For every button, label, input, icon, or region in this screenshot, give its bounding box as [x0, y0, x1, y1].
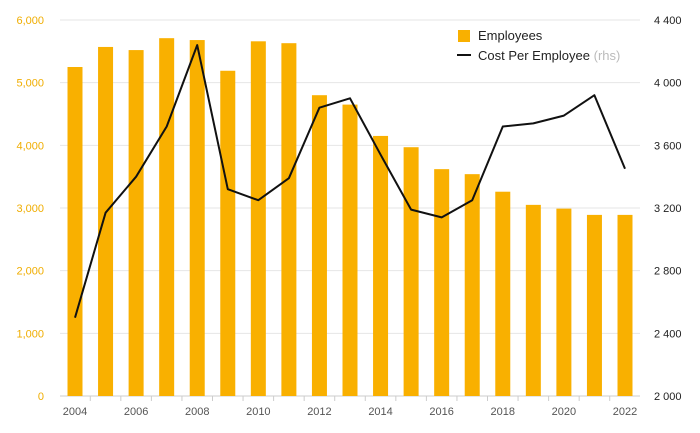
series-line — [74, 44, 626, 318]
bar — [495, 191, 511, 396]
legend-label-cost-per-employee: Cost Per Employee (rhs) — [478, 48, 620, 63]
left-y-tick-label: 6,000 — [16, 15, 44, 27]
bar — [403, 147, 419, 396]
right-y-tick-label: 4 000 — [654, 78, 682, 90]
right-y-tick-label: 2 400 — [654, 328, 682, 340]
right-y-tick-label: 4 400 — [654, 15, 682, 27]
right-y-tick-label: 2 000 — [654, 391, 682, 403]
left-y-tick-label: 0 — [38, 391, 44, 403]
right-y-tick-label: 2 800 — [654, 266, 682, 278]
bar — [586, 214, 602, 396]
bar — [220, 70, 236, 396]
bar — [67, 67, 83, 396]
x-tick-label: 2012 — [307, 406, 331, 418]
bar — [525, 204, 541, 396]
left-y-axis: 0 1,000 2,000 3,000 4,000 5,000 6,000 — [16, 15, 44, 403]
left-y-tick-label: 5,000 — [16, 78, 44, 90]
x-tick-label: 2004 — [63, 406, 87, 418]
left-y-tick-label: 3,000 — [16, 203, 44, 215]
bar — [128, 50, 144, 397]
right-y-axis: 2 000 2 400 2 800 3 200 3 600 4 000 4 400 — [654, 15, 682, 403]
x-tick-label: 2014 — [368, 406, 392, 418]
employees-bars — [67, 38, 633, 397]
bar — [98, 46, 114, 397]
x-tick-label: 2016 — [429, 406, 453, 418]
legend: Employees Cost Per Employee (rhs) — [457, 28, 620, 63]
x-tick-label: 2010 — [246, 406, 270, 418]
bar — [464, 174, 480, 396]
left-y-tick-label: 1,000 — [16, 328, 44, 340]
x-tick-label: 2008 — [185, 406, 209, 418]
left-y-tick-label: 4,000 — [16, 140, 44, 152]
bar — [250, 41, 266, 396]
legend-label-employees: Employees — [478, 28, 543, 43]
x-tick-label: 2006 — [124, 406, 148, 418]
bar — [617, 214, 633, 396]
x-tick-label: 2022 — [613, 406, 637, 418]
bar — [189, 40, 205, 396]
x-tick-label: 2020 — [552, 406, 576, 418]
cost-per-employee-line — [74, 44, 626, 318]
x-axis: 2004 2006 2008 2010 2012 2014 2016 2018 2020 2022 — [63, 396, 637, 418]
bar — [159, 38, 175, 396]
legend-swatch-employees — [458, 30, 470, 42]
bar — [281, 43, 297, 396]
right-y-tick-label: 3 600 — [654, 140, 682, 152]
legend-series-name: Cost Per Employee — [478, 48, 590, 63]
bar — [434, 169, 450, 396]
right-y-tick-label: 3 200 — [654, 203, 682, 215]
bar — [556, 208, 572, 396]
bar — [342, 104, 358, 396]
x-tick-label: 2018 — [491, 406, 515, 418]
bar — [373, 135, 389, 396]
left-y-tick-label: 2,000 — [16, 266, 44, 278]
legend-series-suffix: (rhs) — [594, 48, 621, 63]
bar — [311, 95, 327, 396]
